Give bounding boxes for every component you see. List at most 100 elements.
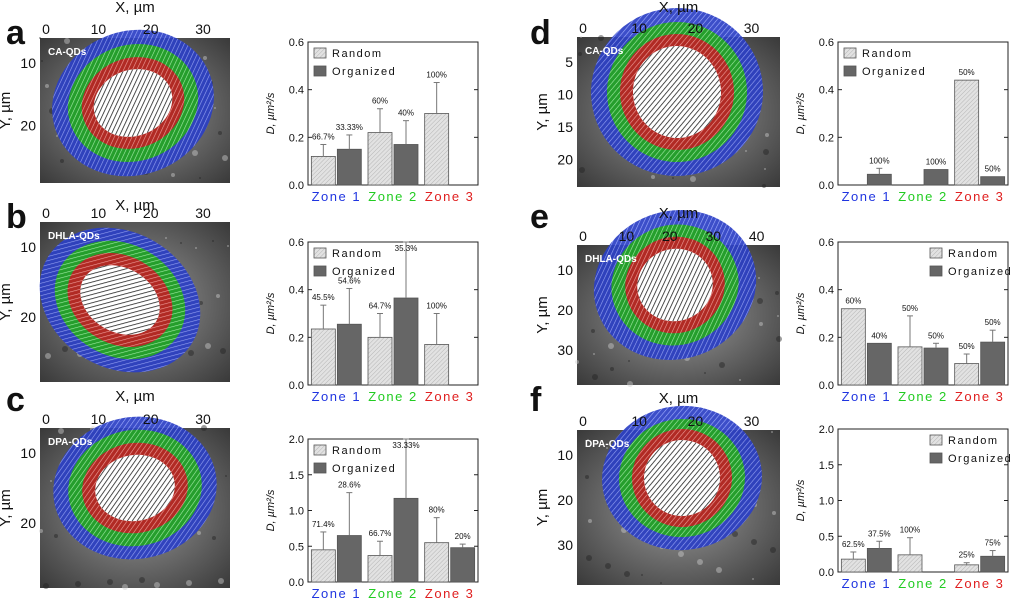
y-axis-title: Y, µm	[0, 489, 14, 527]
x-tick-label: 0	[42, 205, 50, 221]
bar-random-3	[424, 542, 450, 583]
bar-organized-2	[923, 347, 949, 386]
y-tick-label: 20	[557, 302, 573, 318]
bar-organized-3	[980, 341, 1006, 386]
micrograph-d: CA-QDs X, µm 0 10 20 30 5 10 15 20 Y, µm	[534, 0, 780, 188]
sample-label: DPA-QDs	[48, 437, 93, 448]
y-tick-label: 0.4	[819, 85, 834, 97]
core-region	[95, 454, 175, 522]
percent-label: 40%	[398, 109, 414, 118]
x-tick-label: 30	[195, 411, 211, 427]
y-tick-label: 20	[20, 309, 36, 325]
percent-label: 100%	[926, 158, 946, 167]
x-axis-title: X, µm	[115, 388, 154, 405]
y-tick-label: 0.4	[819, 285, 834, 297]
category-label: Zone 2	[368, 586, 417, 601]
y-tick-label: 0.6	[289, 237, 304, 249]
legend-swatch	[313, 444, 327, 456]
y-axis-title: D, µm²/s	[795, 292, 807, 334]
y-tick-label: 10	[557, 87, 573, 103]
y-tick-label: 10	[557, 447, 573, 463]
legend-swatch	[843, 65, 857, 77]
bar-random-3	[954, 363, 980, 386]
y-tick-label: 1.5	[819, 460, 834, 472]
category-label: Zone 3	[955, 189, 1004, 204]
x-tick-label: 40	[749, 228, 765, 244]
legend-label: Organized	[332, 463, 396, 475]
sample-label: DHLA-QDs	[585, 254, 637, 265]
core-region	[80, 265, 160, 335]
bar-organized-2	[393, 144, 419, 186]
y-axis-title: D, µm²/s	[795, 92, 807, 134]
bar-organized-2	[393, 297, 419, 386]
x-tick-label: 0	[42, 411, 50, 427]
percent-label: 100%	[900, 526, 920, 535]
y-tick-label: 10	[20, 55, 36, 71]
y-tick-label: 0.2	[289, 332, 304, 344]
y-tick-label: 1.0	[819, 496, 834, 508]
y-tick-label: 0.6	[819, 237, 834, 249]
percent-label: 50%	[928, 331, 944, 340]
bar-random-1	[310, 155, 336, 186]
x-tick-label: 20	[688, 413, 704, 429]
x-axis-title: X, µm	[659, 205, 698, 222]
legend-label: Organized	[948, 266, 1012, 278]
bar-chart-d: 0.0 0.2 0.4 0.6 D, µm²/s 100% Zone 1 100% Zone 2…	[795, 37, 1009, 204]
bar-random-3	[424, 344, 450, 386]
y-axis-title: Y, µm	[0, 92, 14, 130]
legend-swatch	[843, 47, 857, 59]
plot-frame	[307, 41, 479, 186]
percent-label: 28.6%	[338, 481, 361, 490]
legend-label: Random	[948, 435, 999, 447]
y-axis-title: D, µm²/s	[795, 479, 807, 521]
y-tick-label: 0.0	[289, 180, 304, 192]
y-tick-label: 0.5	[819, 531, 834, 543]
percent-label: 100%	[426, 71, 446, 80]
legend-label: Organized	[332, 66, 396, 78]
percent-label: 60%	[372, 97, 388, 106]
y-tick-label: 0.0	[819, 567, 834, 579]
x-tick-label: 30	[705, 228, 721, 244]
micrograph-e: DHLA-QDs X, µm 0 10 20 30 40 10 20 30 Y, µm	[534, 205, 782, 387]
percent-label: 33.33%	[392, 441, 419, 450]
percent-label: 71.4%	[312, 520, 335, 529]
x-axis-title: X, µm	[659, 390, 698, 407]
percent-label: 100%	[869, 156, 889, 165]
bar-organized-3	[450, 547, 476, 583]
legend-swatch	[313, 47, 327, 59]
bar-organized-2	[393, 497, 419, 583]
x-tick-label: 0	[42, 21, 50, 37]
y-axis-title: D, µm²/s	[265, 92, 277, 134]
percent-label: 50%	[985, 318, 1001, 327]
bar-chart-f: 0.0 0.5 1.0 1.5 2.0 D, µm²/s 62.5%37.5% Zone 1 1…	[795, 424, 1011, 591]
y-tick-label: 0.5	[289, 541, 304, 553]
legend-swatch	[929, 434, 943, 446]
y-tick-label: 1.0	[289, 506, 304, 518]
x-tick-label: 10	[91, 21, 107, 37]
category-label: Zone 2	[898, 389, 947, 404]
legend-swatch	[313, 65, 327, 77]
plot-frame	[307, 241, 479, 386]
percent-label: 100%	[426, 302, 446, 311]
y-tick-label: 5	[565, 54, 573, 70]
y-tick-label: 1.5	[289, 470, 304, 482]
y-tick-label: 0.4	[289, 85, 304, 97]
bar-chart-a: 0.0 0.2 0.4 0.6 D, µm²/s 66.7%33.33% Zone 1 60%…	[265, 37, 479, 204]
panel-letter-c: c	[6, 381, 25, 419]
bar-random-1	[310, 328, 336, 386]
category-label: Zone 1	[842, 389, 891, 404]
bar-organized-1	[866, 548, 892, 573]
legend-label: Random	[332, 445, 383, 457]
panel-letter-e: e	[530, 198, 549, 236]
bar-organized-1	[336, 323, 362, 386]
micrograph-f: DPA-QDs X, µm 0 10 20 30 10 20 30 Y, µm	[534, 390, 780, 585]
y-tick-label: 20	[20, 515, 36, 531]
y-tick-label: 20	[557, 492, 573, 508]
x-tick-label: 30	[195, 205, 211, 221]
percent-label: 50%	[959, 342, 975, 351]
y-tick-label: 0.0	[819, 380, 834, 392]
category-label: Zone 2	[898, 189, 947, 204]
category-label: Zone 3	[955, 576, 1004, 591]
percent-label: 62.5%	[842, 540, 865, 549]
x-axis-title: X, µm	[659, 0, 698, 16]
